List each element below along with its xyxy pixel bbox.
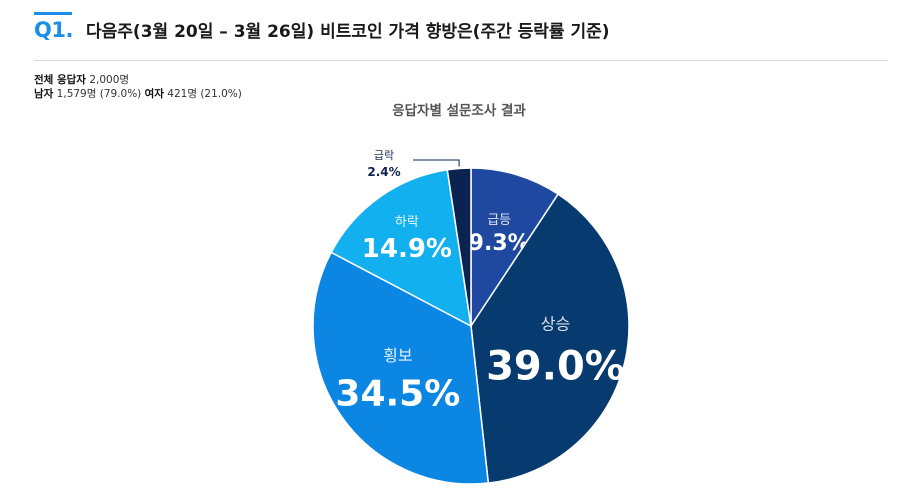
slice-value-3: 34.5% — [335, 373, 460, 414]
total-respondents-label: 전체 응답자 — [34, 74, 86, 86]
slice-label-2: 상승 — [541, 314, 570, 333]
slice-value-4: 14.9% — [362, 234, 452, 264]
female-value: 421명 (21.0%) — [167, 88, 242, 100]
slice-label-1: 급등 — [487, 213, 511, 228]
respondent-summary: 전체 응답자 2,000명 남자 1,579명 (79.0%) 여자 421명 … — [34, 73, 242, 101]
female-label: 여자 — [144, 88, 164, 100]
leader-line — [413, 159, 460, 167]
slice-value-2: 39.0% — [486, 343, 625, 389]
pie-slice-2 — [470, 193, 630, 484]
question-accent-bar — [34, 12, 72, 15]
title-divider — [34, 60, 888, 61]
slice-label-5: 급락 — [374, 149, 394, 162]
slice-label-4: 하락 — [395, 215, 419, 230]
question-number: Q1. — [34, 18, 73, 42]
chart-title: 응답자별 설문조사 결과 — [392, 103, 526, 119]
slice-label-3: 횡보 — [383, 346, 412, 365]
gender-breakdown-line: 남자 1,579명 (79.0%) 여자 421명 (21.0%) — [34, 87, 242, 101]
male-label: 남자 — [34, 88, 54, 100]
pie-slice-3 — [312, 251, 490, 485]
male-value: 1,579명 (79.0%) — [56, 88, 142, 100]
pie-slice-1 — [470, 167, 560, 329]
pie-slice-5 — [446, 167, 472, 327]
slice-value-5: 2.4% — [367, 165, 400, 179]
total-respondents-value: 2,000명 — [89, 74, 130, 86]
pie-slice-4 — [330, 168, 472, 328]
page-title: 다음주(3월 20일 – 3월 26일) 비트코인 가격 향방은(주간 등락률 … — [86, 22, 610, 42]
total-respondents-line: 전체 응답자 2,000명 — [34, 73, 242, 87]
